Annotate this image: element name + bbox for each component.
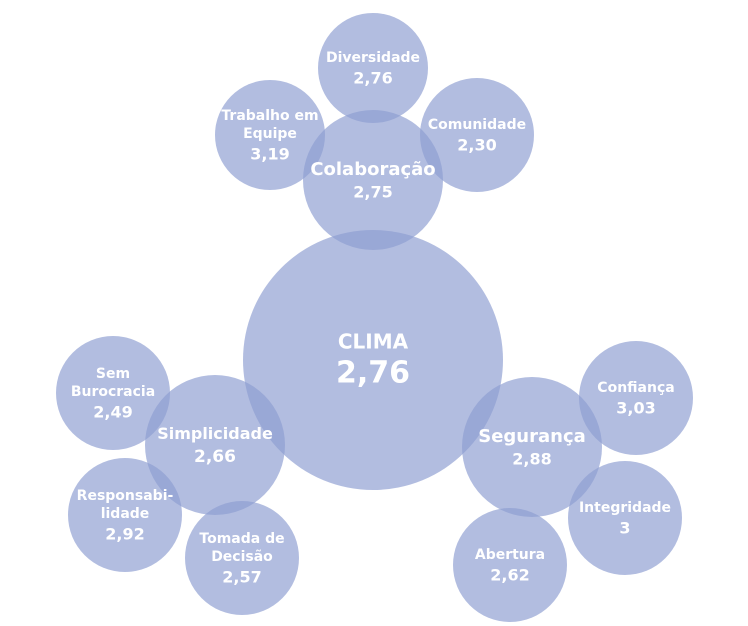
node-value: 3,19	[250, 145, 289, 164]
node-circle	[243, 230, 503, 490]
node-value: 2,75	[353, 183, 392, 202]
node-circle	[462, 377, 602, 517]
node-value: 2,66	[194, 447, 236, 467]
node-label: Abertura	[475, 547, 545, 563]
node-circle	[215, 80, 325, 190]
node-label: Simplicidade	[157, 424, 273, 443]
node-circle	[420, 78, 534, 192]
node-value: 2,30	[457, 136, 496, 155]
node-circle	[579, 341, 693, 455]
node-value: 2,62	[490, 566, 529, 585]
node-label: Decisão	[211, 549, 273, 565]
node-label: Tomada de	[199, 531, 284, 547]
node-value: 2,49	[93, 403, 132, 422]
node-label: Diversidade	[326, 50, 420, 66]
node-circle	[145, 375, 285, 515]
node-value: 2,76	[353, 69, 392, 88]
node-label: Comunidade	[428, 117, 526, 133]
node-label: Segurança	[478, 426, 586, 447]
node-value: 3,03	[616, 399, 655, 418]
node-circle	[56, 336, 170, 450]
node-value: 3	[619, 519, 630, 538]
node-label: lidade	[101, 506, 150, 522]
node-label: Equipe	[243, 126, 297, 142]
node-circle	[453, 508, 567, 622]
node-value: 2,92	[105, 525, 144, 544]
node-circle	[318, 13, 428, 123]
node-label: CLIMA	[338, 330, 409, 354]
node-circle	[303, 110, 443, 250]
node-value: 2,76	[336, 356, 410, 391]
node-circle	[568, 461, 682, 575]
node-circle	[68, 458, 182, 572]
node-label: Trabalho em	[221, 108, 318, 124]
node-label: Colaboração	[310, 159, 435, 180]
node-value: 2,88	[512, 450, 551, 469]
node-label: Sem	[96, 366, 130, 382]
node-circle	[185, 501, 299, 615]
node-label: Burocracia	[71, 384, 155, 400]
node-label: Integridade	[579, 500, 671, 516]
node-label: Confiança	[597, 380, 674, 396]
node-label: Responsabi-	[77, 488, 174, 504]
node-value: 2,57	[222, 568, 261, 587]
